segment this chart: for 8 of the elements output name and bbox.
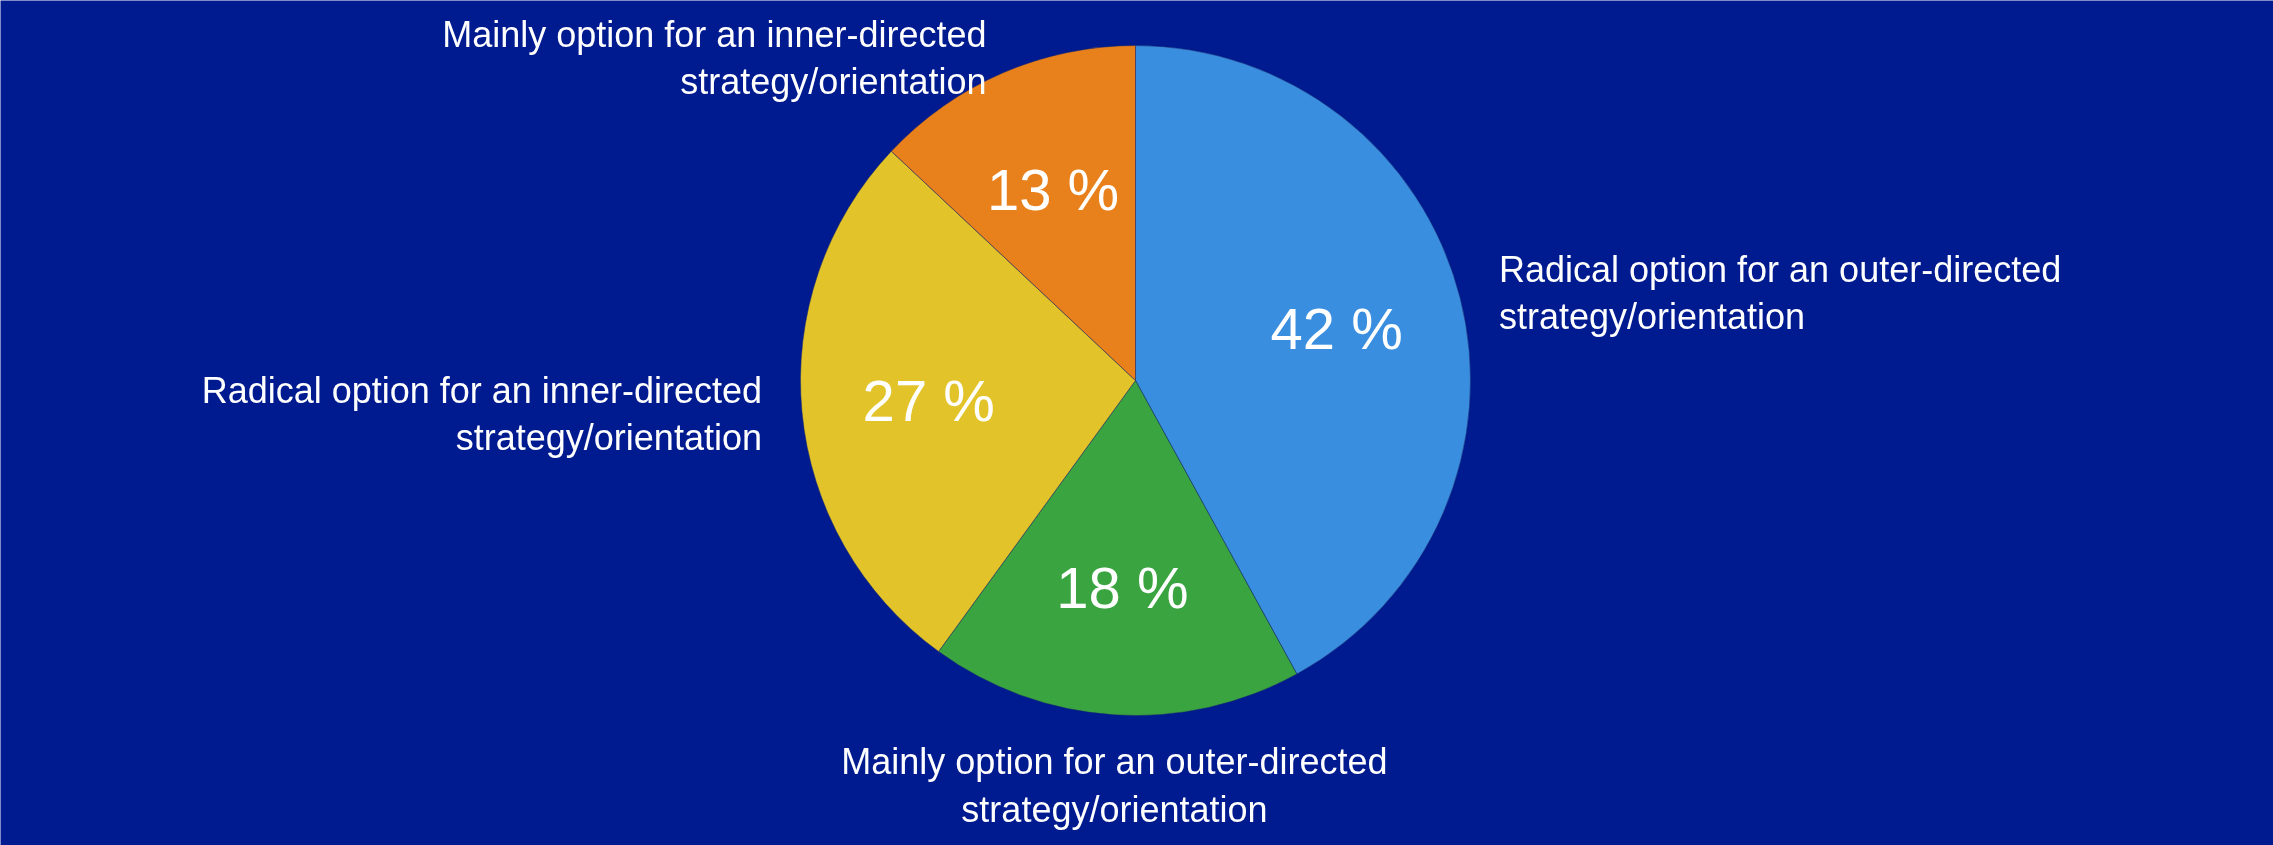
data-label: 27 % [862, 367, 995, 433]
slice-label: Radical option for an outer-directed strategy/orientation [1498, 248, 2062, 338]
slice-label: Mainly option for an inner-directed strategy/orientation [442, 13, 987, 102]
data-label: 42 % [1270, 296, 1403, 362]
data-label: 18 % [1056, 555, 1189, 621]
data-label: 13 % [986, 157, 1120, 223]
slice-label: Radical option for an inner-directed strategy/orientation [201, 369, 762, 458]
slice-label: Mainly option for an outer-directed strategy/orientation [841, 741, 1388, 830]
